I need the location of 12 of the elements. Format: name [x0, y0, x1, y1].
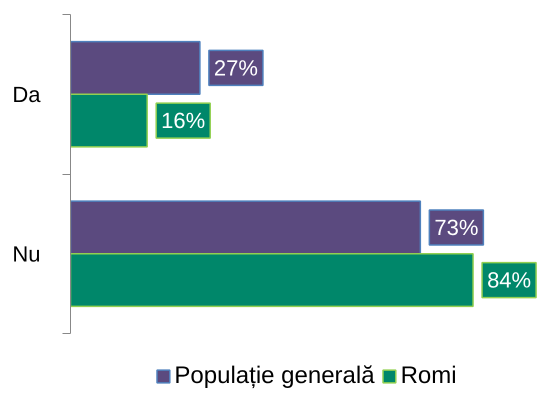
legend-label: Romi: [400, 362, 457, 390]
y-tick-label: Nu: [12, 241, 40, 266]
data-label: 16%: [161, 108, 206, 134]
data-label: 27%: [214, 55, 258, 80]
data-label: 84%: [487, 268, 532, 293]
data-label: 73%: [434, 214, 478, 240]
y-tick-label: Da: [12, 82, 42, 107]
legend-label: Populație generală: [174, 362, 375, 390]
bar: [70, 200, 422, 255]
bar: [70, 94, 148, 148]
bar: [70, 253, 474, 308]
bar: [70, 40, 201, 95]
